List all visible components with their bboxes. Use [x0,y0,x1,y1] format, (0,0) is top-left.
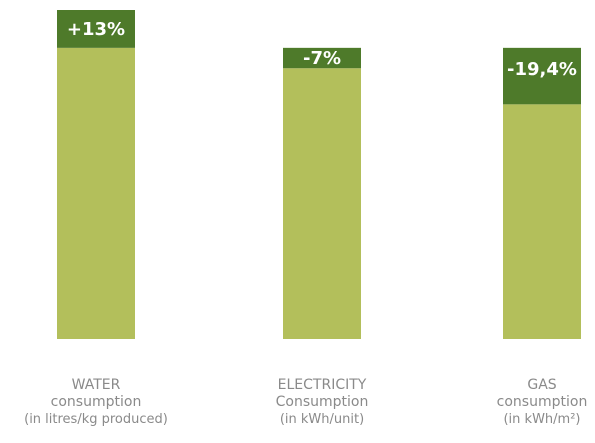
category-label-gas: GAS consumption (in kWh/m²) [457,377,595,428]
bar-gas-change [503,47,581,105]
bar-electricity-base [283,68,361,339]
category-measure: Consumption [275,394,369,410]
bar-water-change [57,10,135,48]
data-label-gas: -19,4% [507,59,577,80]
category-unit: (in litres/kg produced) [24,412,168,427]
category-label-water: WATER consumption (in litres/kg produced… [11,377,181,428]
bar-water-base [57,47,135,340]
data-label-electricity: -7% [303,48,341,69]
category-measure: consumption [50,394,142,410]
category-name: WATER [71,377,121,393]
category-unit: (in kWh/unit) [279,412,365,427]
bar-gas-base [503,104,581,340]
category-name: ELECTRICITY [277,377,367,393]
category-measure: consumption [496,394,588,410]
bar-electricity-change [283,47,361,69]
category-name: GAS [527,377,557,393]
category-unit: (in kWh/m²) [503,412,581,427]
category-label-electricity: ELECTRICITY Consumption (in kWh/unit) [237,377,407,428]
data-label-water: +13% [67,19,125,40]
